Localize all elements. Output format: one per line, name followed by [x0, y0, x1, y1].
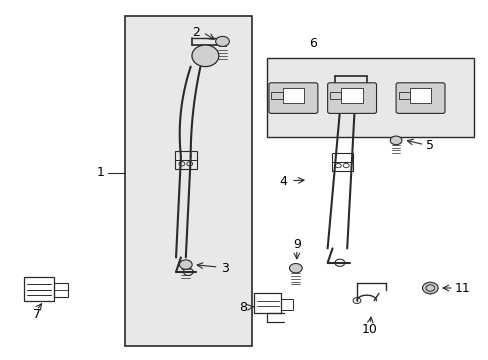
Bar — [341, 88, 362, 103]
Circle shape — [289, 264, 302, 273]
Bar — [266, 58, 473, 137]
Ellipse shape — [334, 91, 359, 111]
Text: 7: 7 — [33, 309, 41, 321]
Bar — [175, 151, 196, 169]
Circle shape — [389, 136, 401, 145]
FancyBboxPatch shape — [327, 83, 376, 113]
Circle shape — [179, 260, 192, 269]
Ellipse shape — [191, 45, 218, 67]
FancyBboxPatch shape — [395, 83, 444, 113]
Bar — [282, 88, 304, 103]
Bar — [329, 92, 341, 99]
Text: 2: 2 — [191, 26, 199, 39]
Text: 9: 9 — [292, 238, 300, 251]
Text: 11: 11 — [453, 282, 469, 294]
Text: 10: 10 — [361, 323, 376, 336]
Circle shape — [215, 36, 229, 46]
Bar — [124, 16, 251, 346]
Bar — [254, 293, 281, 313]
Bar — [24, 277, 54, 301]
Bar — [398, 92, 409, 99]
Bar — [409, 88, 430, 103]
Bar — [271, 92, 282, 99]
Bar — [331, 153, 352, 171]
Text: 4: 4 — [279, 175, 287, 188]
Circle shape — [422, 282, 437, 294]
Text: 8: 8 — [239, 301, 247, 314]
Text: 3: 3 — [221, 262, 228, 275]
Bar — [54, 283, 68, 297]
Text: 5: 5 — [426, 139, 433, 152]
Text: 6: 6 — [308, 37, 316, 50]
Text: 1: 1 — [96, 166, 104, 179]
FancyBboxPatch shape — [268, 83, 317, 113]
Bar — [281, 299, 293, 310]
